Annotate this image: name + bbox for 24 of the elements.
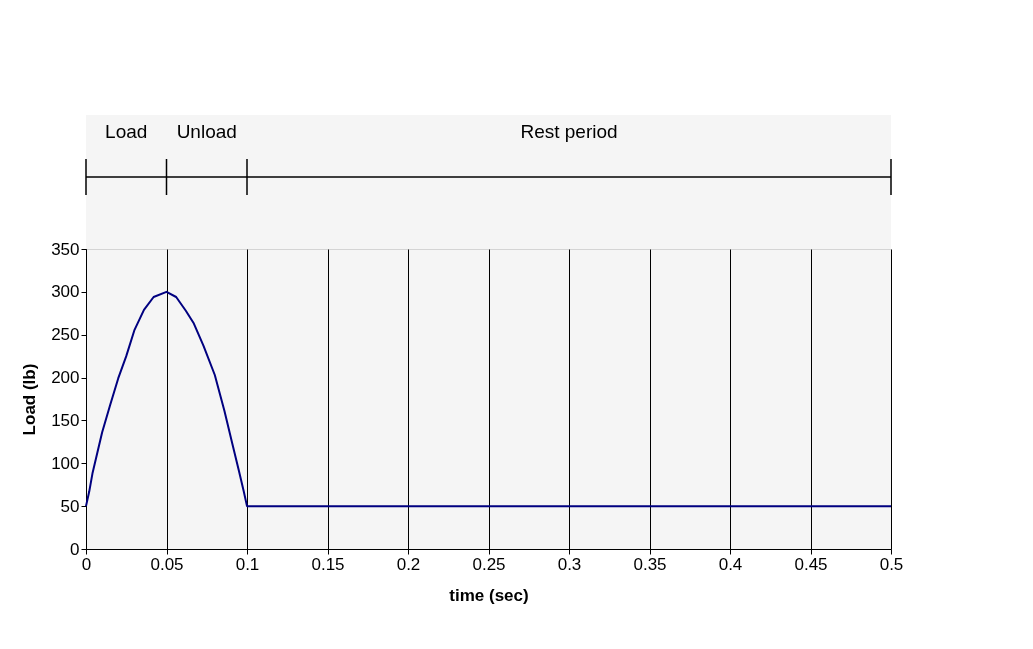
x-axis-title: time (sec) <box>449 585 529 605</box>
x-tick-label: 0.35 <box>633 554 667 574</box>
y-tick-label: 200 <box>51 368 80 388</box>
y-tick-label: 0 <box>70 539 80 559</box>
x-tick-label: 0.45 <box>794 554 828 574</box>
x-tick-label: 0.15 <box>311 554 345 574</box>
y-tick-label: 100 <box>51 453 80 473</box>
y-tick-label: 50 <box>60 496 80 516</box>
x-tick-label: 0.5 <box>879 554 904 574</box>
y-tick-label: 350 <box>51 239 80 259</box>
x-tick-label: 0.05 <box>150 554 184 574</box>
band-label: Unload <box>176 121 237 142</box>
x-tick-label: 0.4 <box>718 554 743 574</box>
y-tick-label: 150 <box>51 410 80 430</box>
x-tick-label: 0.3 <box>557 554 582 574</box>
band-label: Load <box>105 121 148 142</box>
y-tick-label: 300 <box>51 282 80 302</box>
y-tick-label: 250 <box>51 325 80 345</box>
line-series <box>85 290 892 508</box>
x-tick-label: 0.1 <box>235 554 260 574</box>
x-tick-label: 0.25 <box>472 554 506 574</box>
y-axis-title: Load (lb) <box>20 363 40 436</box>
x-tick-label: 0.2 <box>396 554 421 574</box>
band-label: Rest period <box>520 121 618 142</box>
